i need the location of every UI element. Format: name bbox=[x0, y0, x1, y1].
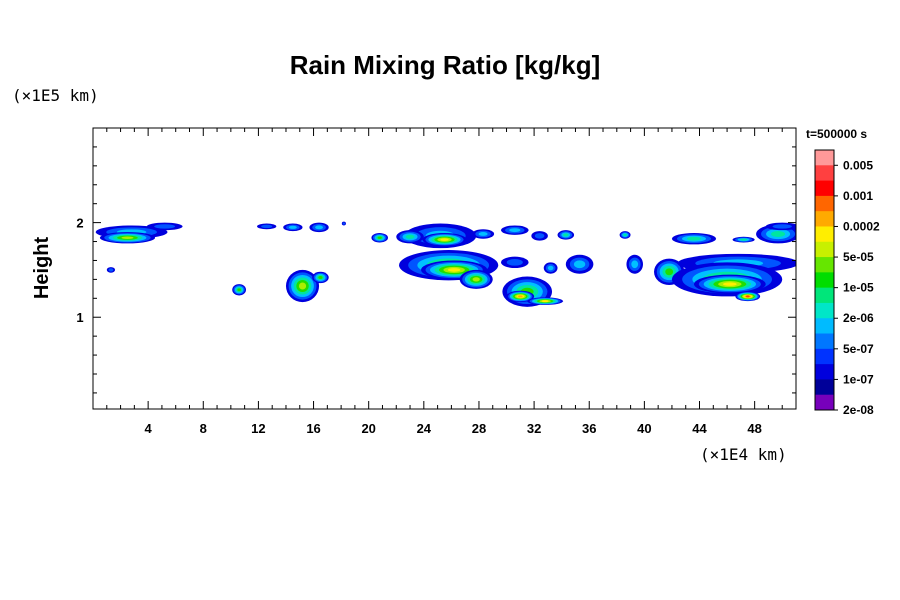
rain-cell-14-level-2 bbox=[478, 232, 488, 236]
colorbar-swatch bbox=[815, 394, 834, 411]
colorbar-swatch bbox=[815, 257, 834, 273]
rain-cell-33-level-1 bbox=[772, 224, 792, 229]
rain-cell-6-level-2 bbox=[315, 225, 324, 230]
rain-cell-27-level-3 bbox=[623, 233, 627, 237]
rain-cell-9-level-4 bbox=[318, 276, 323, 279]
rain-cell-5-level-2 bbox=[288, 225, 297, 229]
x-axis: 4 8 12 16 20 24 28 32 36 40 44 48 bbox=[106, 128, 783, 436]
rain-cell-31-level-3 bbox=[740, 238, 748, 241]
colorbar-swatch bbox=[815, 302, 834, 319]
colorbar-label: 1e-07 bbox=[843, 372, 874, 386]
colorbar-swatch bbox=[815, 241, 834, 258]
rain-cell-24-level-2 bbox=[547, 265, 554, 271]
y-tick-label: 1 bbox=[76, 310, 83, 325]
colorbar-label: 2e-06 bbox=[843, 311, 874, 325]
x-tick-label: 28 bbox=[472, 421, 486, 436]
colorbar-swatch bbox=[815, 318, 834, 335]
rain-cell-15-level-2 bbox=[509, 228, 521, 233]
x-tick-label: 16 bbox=[306, 421, 320, 436]
y-axis: 12 bbox=[76, 146, 796, 394]
colorbar-swatch bbox=[815, 333, 834, 350]
rain-cell-22-level-7 bbox=[518, 295, 523, 298]
rain-cell-1-level-5 bbox=[121, 236, 134, 239]
x-tick-label: 4 bbox=[145, 421, 153, 436]
rain-cell-26-level-1 bbox=[506, 259, 523, 266]
colorbar-label: 0.005 bbox=[843, 158, 873, 172]
colorbar-label: 0.001 bbox=[843, 189, 873, 203]
colorbar-label: 5e-07 bbox=[843, 342, 874, 356]
colorbar-swatch bbox=[815, 226, 834, 243]
chart-title: Rain Mixing Ratio [kg/kg] bbox=[290, 50, 601, 80]
colorbar-swatch bbox=[815, 211, 834, 227]
rain-cell-17-level-3 bbox=[563, 233, 569, 237]
x-tick-label: 12 bbox=[251, 421, 265, 436]
colorbar-swatch bbox=[815, 180, 834, 197]
rain-cell-8-level-5 bbox=[298, 282, 307, 290]
time-label: t=500000 s bbox=[806, 127, 867, 141]
rain-cell-32-level-3 bbox=[771, 230, 786, 237]
x-tick-label: 8 bbox=[200, 421, 207, 436]
rain-cell-19-level-6 bbox=[447, 268, 461, 272]
colorbar-frame bbox=[814, 149, 835, 411]
x-tick-label: 40 bbox=[637, 421, 651, 436]
x-scale-label: (×1E4 km) bbox=[700, 445, 787, 464]
x-tick-label: 48 bbox=[747, 421, 761, 436]
colorbar-swatch bbox=[815, 364, 834, 380]
plot-frame bbox=[92, 127, 797, 410]
colorbar-label: 2e-08 bbox=[843, 403, 874, 417]
colorbar-swatch bbox=[815, 150, 834, 166]
rain-cell-4-level-1 bbox=[261, 224, 273, 229]
y-scale-label: (×1E5 km) bbox=[12, 86, 99, 105]
x-tick-label: 44 bbox=[692, 421, 707, 436]
y-tick-label: 2 bbox=[76, 216, 83, 231]
precipitation-field bbox=[95, 221, 796, 307]
colorbar-swatch bbox=[815, 348, 834, 365]
rain-cell-37-level-8 bbox=[745, 295, 750, 298]
colorbar-swatch bbox=[815, 379, 834, 396]
rain-cell-12-level-6 bbox=[440, 238, 449, 241]
colorbar-swatch bbox=[815, 287, 834, 304]
y-axis-label: Height bbox=[31, 237, 53, 300]
colorbar-swatch bbox=[815, 165, 834, 182]
rain-cell-23-level-6 bbox=[541, 300, 549, 303]
colorbar-label: 0.0002 bbox=[843, 219, 880, 233]
rain-cell-16-level-1 bbox=[534, 233, 545, 239]
x-tick-label: 32 bbox=[527, 421, 541, 436]
x-tick-label: 24 bbox=[417, 421, 432, 436]
rain-cell-10-level-4 bbox=[377, 236, 382, 239]
x-tick-label: 20 bbox=[361, 421, 375, 436]
rain-cell-13-level-3 bbox=[405, 234, 415, 239]
colorbar-label: 5e-05 bbox=[843, 250, 874, 264]
rain-cell-25-level-2 bbox=[573, 260, 586, 269]
rain-cell-38-level-1 bbox=[342, 222, 346, 225]
rain-cell-28-level-2 bbox=[631, 260, 639, 269]
rain-cell-30-level-3 bbox=[686, 236, 702, 241]
rain-cell-7-level-4 bbox=[237, 288, 241, 292]
colorbar-label: 1e-05 bbox=[843, 281, 874, 295]
rain-cell-20-level-5 bbox=[472, 277, 480, 282]
rain-cell-3-level-1 bbox=[108, 268, 114, 272]
colorbar-swatch bbox=[815, 272, 834, 289]
rain-cell-29-level-4 bbox=[665, 268, 674, 276]
rain-cell-2-level-1 bbox=[154, 224, 176, 229]
rain-cell-36-level-6 bbox=[723, 282, 737, 286]
x-tick-label: 36 bbox=[582, 421, 596, 436]
colorbar: 0.005 0.001 0.0002 5e-05 1e-05 2e-06 5e-07 1e-0… bbox=[814, 149, 880, 417]
colorbar-swatch bbox=[815, 195, 834, 212]
